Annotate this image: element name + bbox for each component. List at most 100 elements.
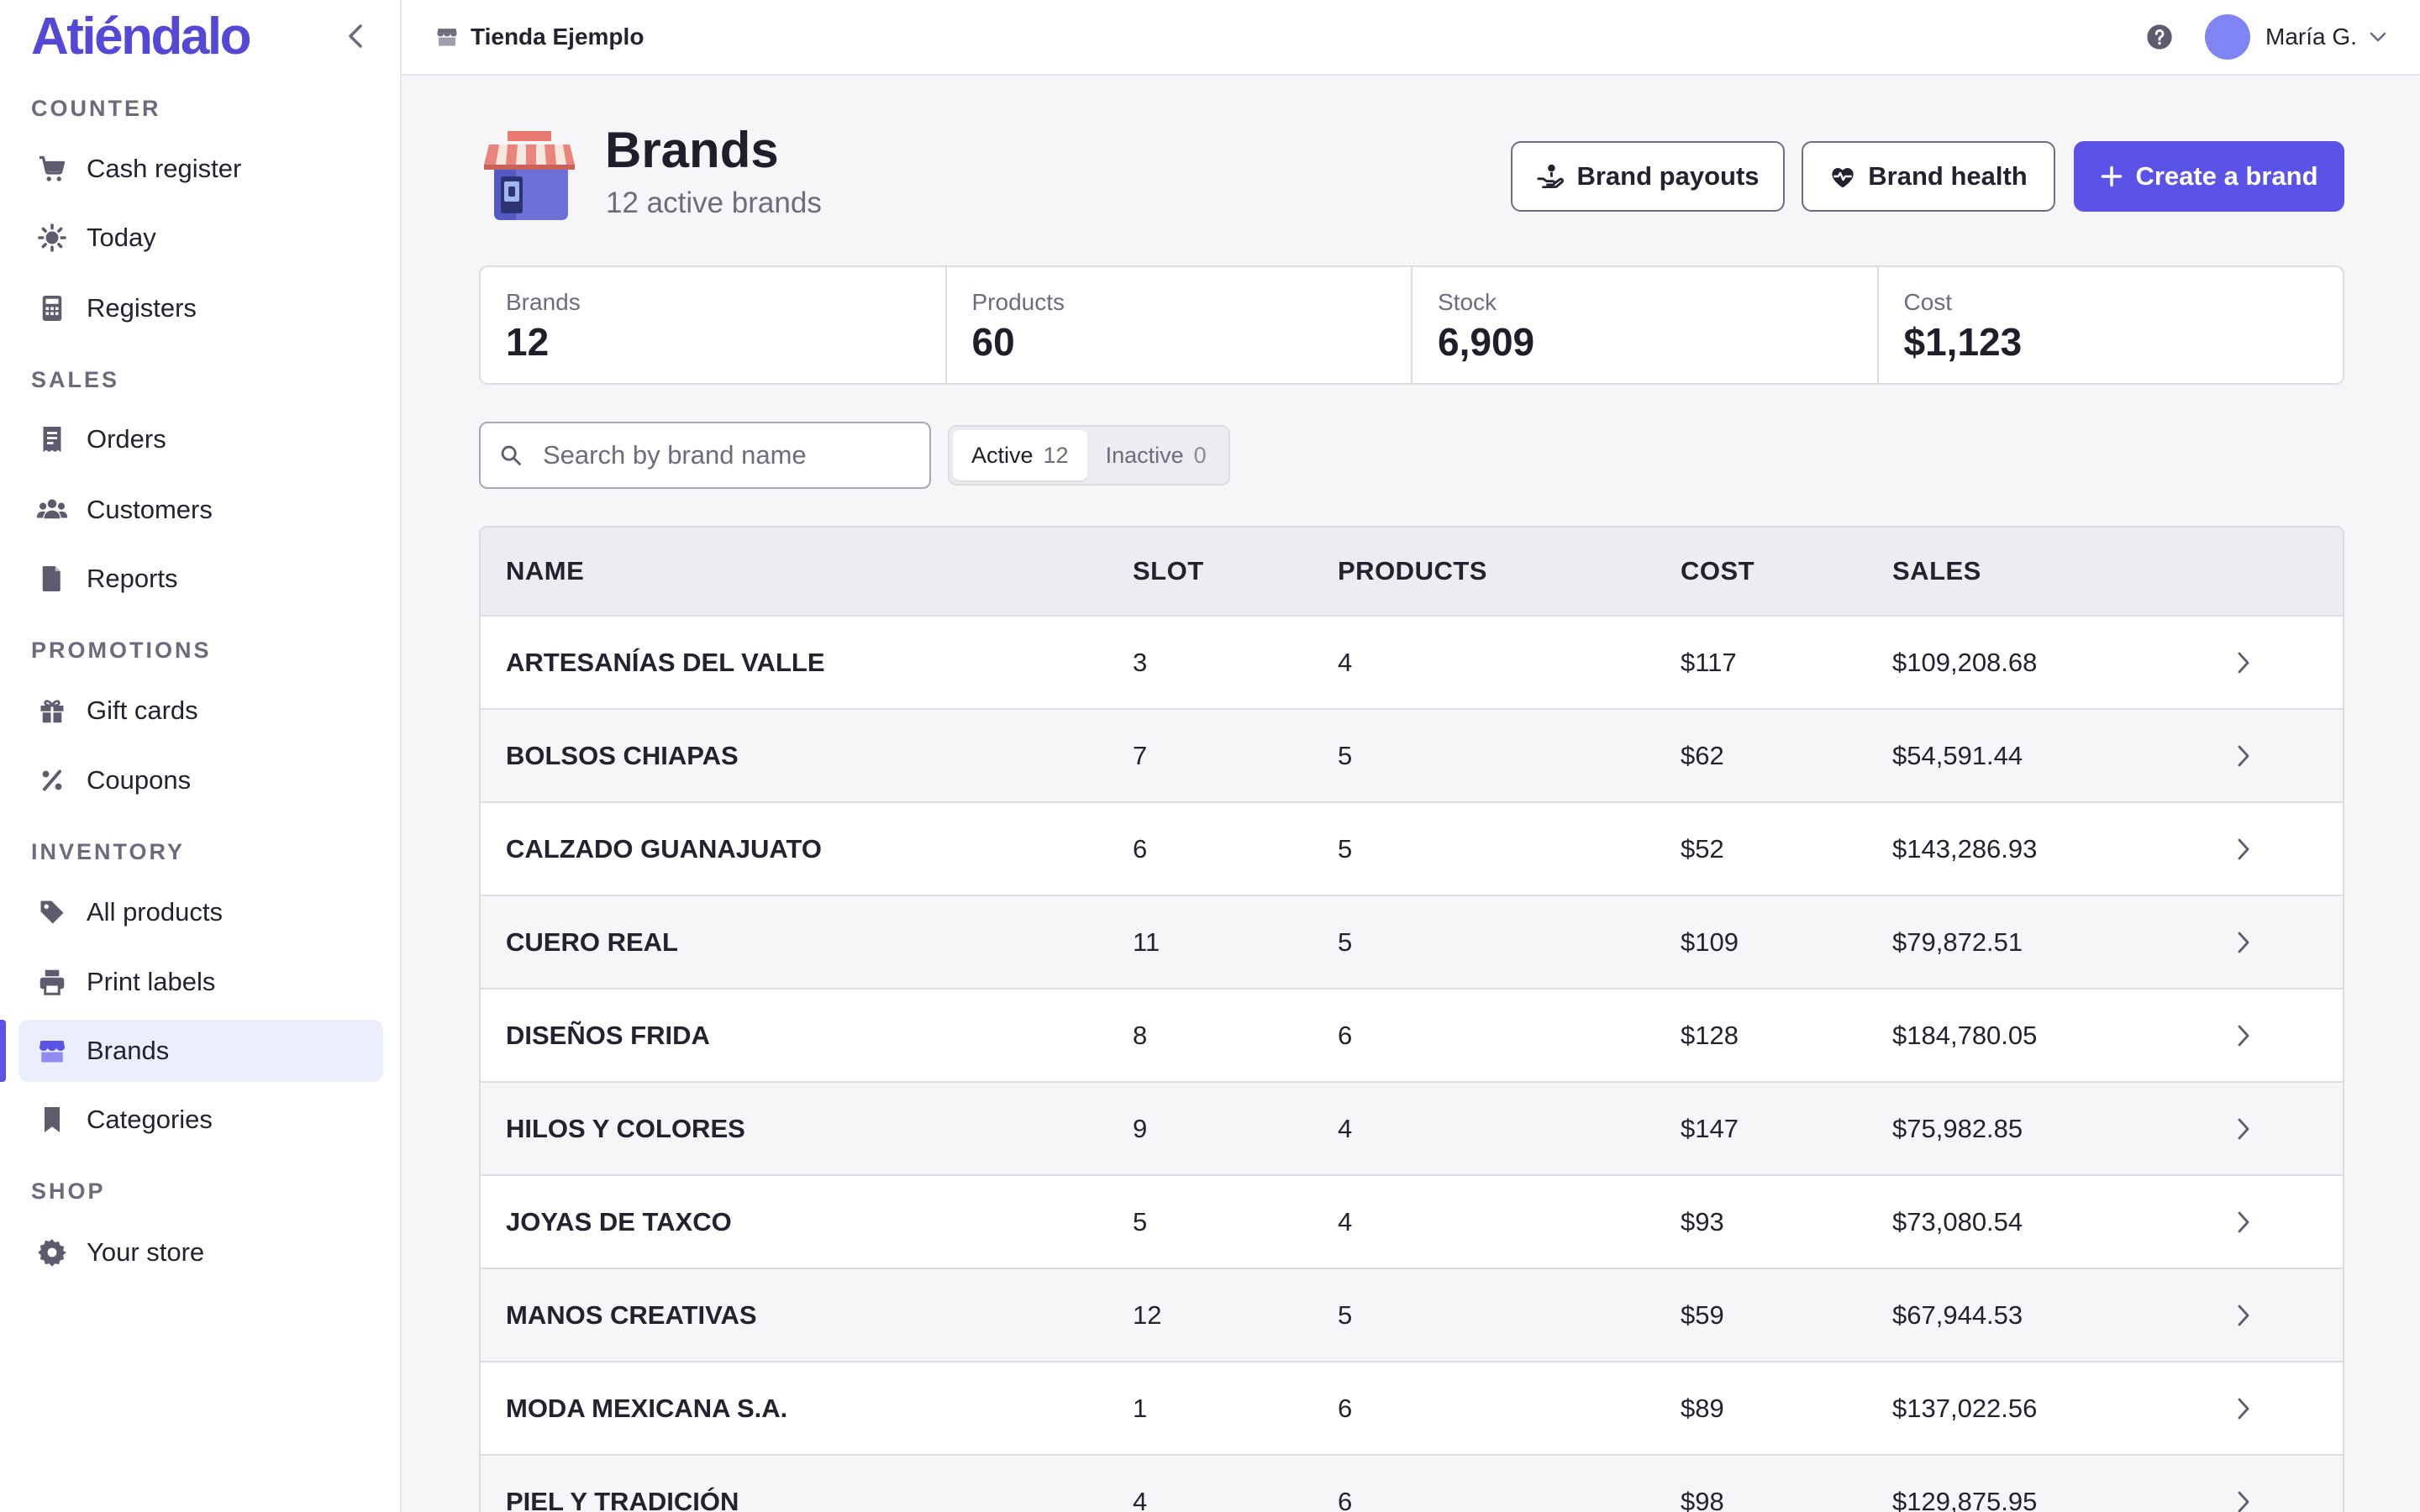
cell-cost: $62 [1681,740,1724,770]
chevron-right-icon[interactable] [2237,1083,2250,1174]
sidebar-item-cash-register[interactable]: Cash register [18,138,383,200]
table-row[interactable]: CUERO REAL 11 5 $109 $79,872.51 [481,896,2343,990]
sidebar-item-all-products[interactable]: All products [18,881,383,943]
column-header-sales[interactable]: SALES [1892,556,1981,585]
cell-sales: $73,080.54 [1892,1206,2023,1236]
status-filter: Active 12 Inactive 0 [948,425,1230,486]
tab-active[interactable]: Active 12 [953,430,1087,480]
chevron-right-icon[interactable] [2237,1362,2250,1454]
user-menu[interactable]: María G. [2205,14,2387,60]
sidebar-item-categories[interactable]: Categories [18,1089,383,1151]
stat-label: Products [971,289,1065,315]
stats-panel: Brands 12 Products 60 Stock 6,909 Cost $… [479,265,2344,385]
cell-name: HILOS Y COLORES [506,1113,745,1143]
sidebar-item-label: Print labels [87,967,216,996]
cell-name: CUERO REAL [506,927,678,957]
stat-cost: Cost $1,123 [1876,267,2344,383]
cell-products: 4 [1338,1113,1353,1143]
brand-payouts-label: Brand payouts [1576,161,1760,191]
sidebar-item-reports[interactable]: Reports [18,548,383,610]
chevron-right-icon[interactable] [2237,896,2250,988]
cell-products: 6 [1338,1393,1353,1423]
table-row[interactable]: CALZADO GUANAJUATO 6 5 $52 $143,286.93 [481,803,2343,896]
chevron-right-icon[interactable] [2237,990,2250,1081]
hand-money-icon [1536,162,1565,191]
search-input[interactable] [541,439,897,471]
table-row[interactable]: JOYAS DE TAXCO 5 4 $93 $73,080.54 [481,1176,2343,1269]
cell-products: 4 [1338,1206,1353,1236]
cell-sales: $67,944.53 [1892,1299,2023,1330]
sidebar-item-your-store[interactable]: Your store [18,1221,383,1284]
storefront-icon [435,25,459,49]
chevron-right-icon[interactable] [2237,617,2250,708]
sidebar-item-label: Coupons [87,765,192,795]
table-row[interactable]: BOLSOS CHIAPAS 7 5 $62 $54,591.44 [481,710,2343,803]
stat-products: Products 60 [944,267,1412,383]
sidebar-item-print-labels[interactable]: Print labels [18,951,383,1013]
cell-products: 5 [1338,1299,1353,1330]
column-header-products[interactable]: PRODUCTS [1338,556,1487,585]
cell-sales: $143,286.93 [1892,833,2038,864]
stat-stock: Stock 6,909 [1411,267,1877,383]
sidebar-item-gift-cards[interactable]: Gift cards [18,680,383,742]
stat-value: 60 [971,320,1015,364]
table-row[interactable]: ARTESANÍAS DEL VALLE 3 4 $117 $109,208.6… [481,617,2343,710]
chevron-right-icon[interactable] [2237,1456,2250,1512]
chevron-right-icon[interactable] [2237,803,2250,895]
table-row[interactable]: HILOS Y COLORES 9 4 $147 $75,982.85 [481,1083,2343,1176]
table-row[interactable]: MANOS CREATIVAS 12 5 $59 $67,944.53 [481,1269,2343,1362]
user-name: María G. [2265,24,2357,50]
cell-products: 6 [1338,1020,1353,1050]
sidebar-item-brands[interactable]: Brands [18,1020,383,1082]
tag-icon [34,894,71,931]
cell-slot: 11 [1133,927,1160,957]
cell-slot: 3 [1133,647,1148,677]
store-switcher[interactable]: Tienda Ejemplo [435,0,644,74]
sidebar-item-today[interactable]: Today [18,207,383,269]
tab-inactive[interactable]: Inactive 0 [1087,430,1225,480]
column-header-cost[interactable]: COST [1681,556,1755,585]
table-row[interactable]: DISEÑOS FRIDA 8 6 $128 $184,780.05 [481,990,2343,1083]
sidebar-item-registers[interactable]: Registers [18,277,383,339]
page-subtitle: 12 active brands [606,186,822,219]
sidebar-item-orders[interactable]: Orders [18,408,383,470]
cell-name: JOYAS DE TAXCO [506,1206,732,1236]
section-promotions-title: PROMOTIONS [31,638,212,663]
help-icon[interactable] [2146,24,2173,50]
table-row[interactable]: MODA MEXICANA S.A. 1 6 $89 $137,022.56 [481,1362,2343,1456]
sun-icon [34,219,71,256]
stat-brands: Brands 12 [481,267,945,383]
cell-name: DISEÑOS FRIDA [506,1020,710,1050]
search-box[interactable] [479,422,931,489]
sidebar-item-label: Cash register [87,154,242,183]
app-logo[interactable]: Atiéndalo [31,8,251,66]
section-sales-title: SALES [31,367,120,392]
cell-sales: $75,982.85 [1892,1113,2023,1143]
chevron-right-icon[interactable] [2237,1176,2250,1268]
collapse-sidebar-button[interactable] [338,18,373,54]
heart-pulse-icon [1829,164,1856,189]
column-header-name[interactable]: NAME [506,556,585,585]
table-row[interactable]: PIEL Y TRADICIÓN 4 6 $98 $129,875.95 [481,1456,2343,1512]
sidebar-item-coupons[interactable]: Coupons [18,749,383,811]
stat-label: Cost [1903,289,1953,315]
chevron-right-icon[interactable] [2237,1269,2250,1361]
create-brand-button[interactable]: Create a brand [2074,141,2344,212]
sidebar-item-label: Your store [87,1237,205,1267]
column-header-slot[interactable]: SLOT [1133,556,1204,585]
stat-label: Stock [1438,289,1497,315]
stat-value: $1,123 [1903,320,2023,364]
cell-sales: $109,208.68 [1892,647,2038,677]
cell-sales: $129,875.95 [1892,1486,2038,1512]
chevron-right-icon[interactable] [2237,710,2250,801]
page-title: Brands [605,122,779,178]
tab-count: 0 [1193,442,1207,468]
cell-name: ARTESANÍAS DEL VALLE [506,647,825,677]
cell-slot: 9 [1133,1113,1148,1143]
brand-health-button[interactable]: Brand health [1802,141,2055,212]
sidebar-item-customers[interactable]: Customers [18,479,383,541]
sidebar-item-label: Customers [87,495,213,524]
sidebar-item-label: All products [87,897,223,927]
brand-payouts-button[interactable]: Brand payouts [1511,141,1785,212]
cell-name: CALZADO GUANAJUATO [506,833,823,864]
